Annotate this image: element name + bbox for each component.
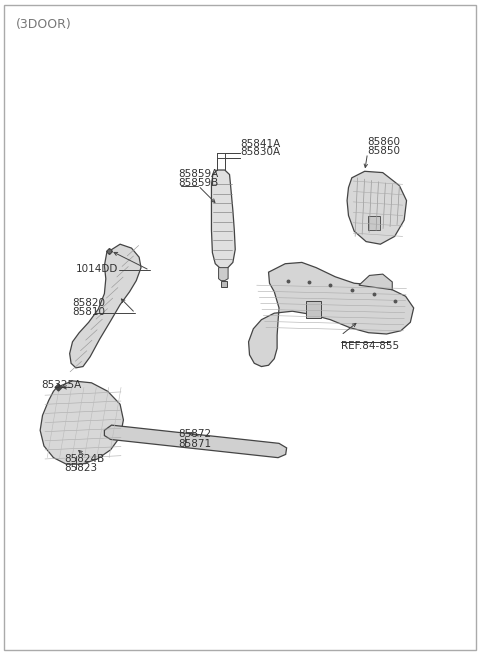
Text: 85872: 85872	[178, 430, 211, 440]
Text: 85820: 85820	[72, 298, 106, 308]
Polygon shape	[221, 280, 227, 287]
Polygon shape	[249, 263, 414, 367]
Polygon shape	[347, 172, 407, 244]
Text: 85850: 85850	[368, 145, 400, 156]
Text: 85810: 85810	[72, 307, 106, 317]
Polygon shape	[368, 215, 380, 230]
Polygon shape	[359, 274, 392, 290]
Text: 85859B: 85859B	[178, 178, 218, 188]
Text: REF.84-855: REF.84-855	[341, 341, 399, 350]
Polygon shape	[306, 301, 321, 318]
Polygon shape	[104, 425, 287, 458]
Text: 85841A: 85841A	[240, 138, 280, 149]
Text: 85823: 85823	[64, 463, 97, 474]
Text: 85824B: 85824B	[64, 454, 104, 464]
Text: (3DOOR): (3DOOR)	[16, 18, 72, 31]
Polygon shape	[70, 244, 141, 368]
Text: 85325A: 85325A	[41, 380, 81, 390]
Text: 85830A: 85830A	[240, 147, 280, 157]
Text: 85859A: 85859A	[178, 169, 218, 179]
Text: 85860: 85860	[368, 137, 400, 147]
Polygon shape	[218, 268, 228, 280]
Text: 85871: 85871	[178, 439, 211, 449]
Polygon shape	[212, 170, 235, 269]
Polygon shape	[40, 381, 123, 464]
Text: 1014DD: 1014DD	[76, 264, 118, 274]
